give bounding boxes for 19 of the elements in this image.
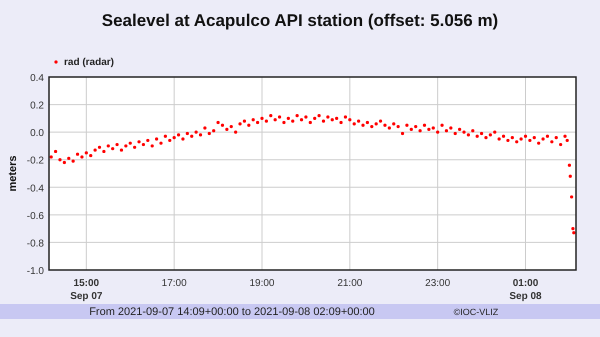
- chart-title: Sealevel at Acapulco API station (offset: 5.056 m): [102, 11, 498, 30]
- text: From 2021-09-07 14:09+00:00 to 2021-09-08 02:09+00:00: [89, 306, 375, 318]
- y-tick-label: -0.8: [26, 238, 44, 250]
- x-tick-label: 23:00: [425, 278, 451, 289]
- y-tick-label: -0.4: [26, 183, 44, 194]
- x-tick-label: 21:00: [337, 278, 363, 289]
- x-tick-label: 19:00: [249, 278, 275, 289]
- y-tick-label: -1.0: [26, 266, 44, 277]
- y-tick-label: 0.4: [30, 73, 44, 84]
- x-tick-label: 15:00 Sep 07: [70, 278, 103, 302]
- y-tick-label: -0.6: [26, 210, 44, 222]
- y-tick-label: 0.2: [30, 100, 44, 112]
- y-tick-label: 0.0: [30, 128, 44, 140]
- x-tick-label: 01:00 Sep 08: [509, 278, 542, 302]
- text: ©IOC-VLIZ: [454, 307, 499, 317]
- y-axis-title: meters: [7, 155, 19, 192]
- x-tick-label: 17:00: [162, 278, 188, 289]
- y-tick-label: -0.2: [26, 156, 44, 167]
- legend-label: rad (radar): [64, 57, 114, 68]
